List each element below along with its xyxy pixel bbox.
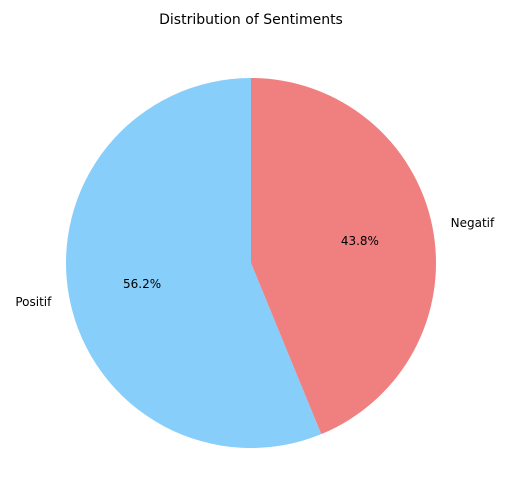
- pie-slice-positif: [66, 78, 322, 448]
- slices-layer: [66, 78, 437, 448]
- slice-percent-negatif: 43.8%: [341, 234, 379, 248]
- slice-percent-positif: 56.2%: [123, 277, 161, 291]
- pie-slice-negatif: [251, 78, 437, 435]
- slice-label-positif: Positif: [15, 295, 52, 309]
- slice-label-negatif: Negatif: [451, 216, 495, 230]
- chart-title: Distribution of Sentiments: [159, 12, 343, 28]
- labels-layer: Positif 56.2% Negatif 43.8%: [15, 216, 495, 309]
